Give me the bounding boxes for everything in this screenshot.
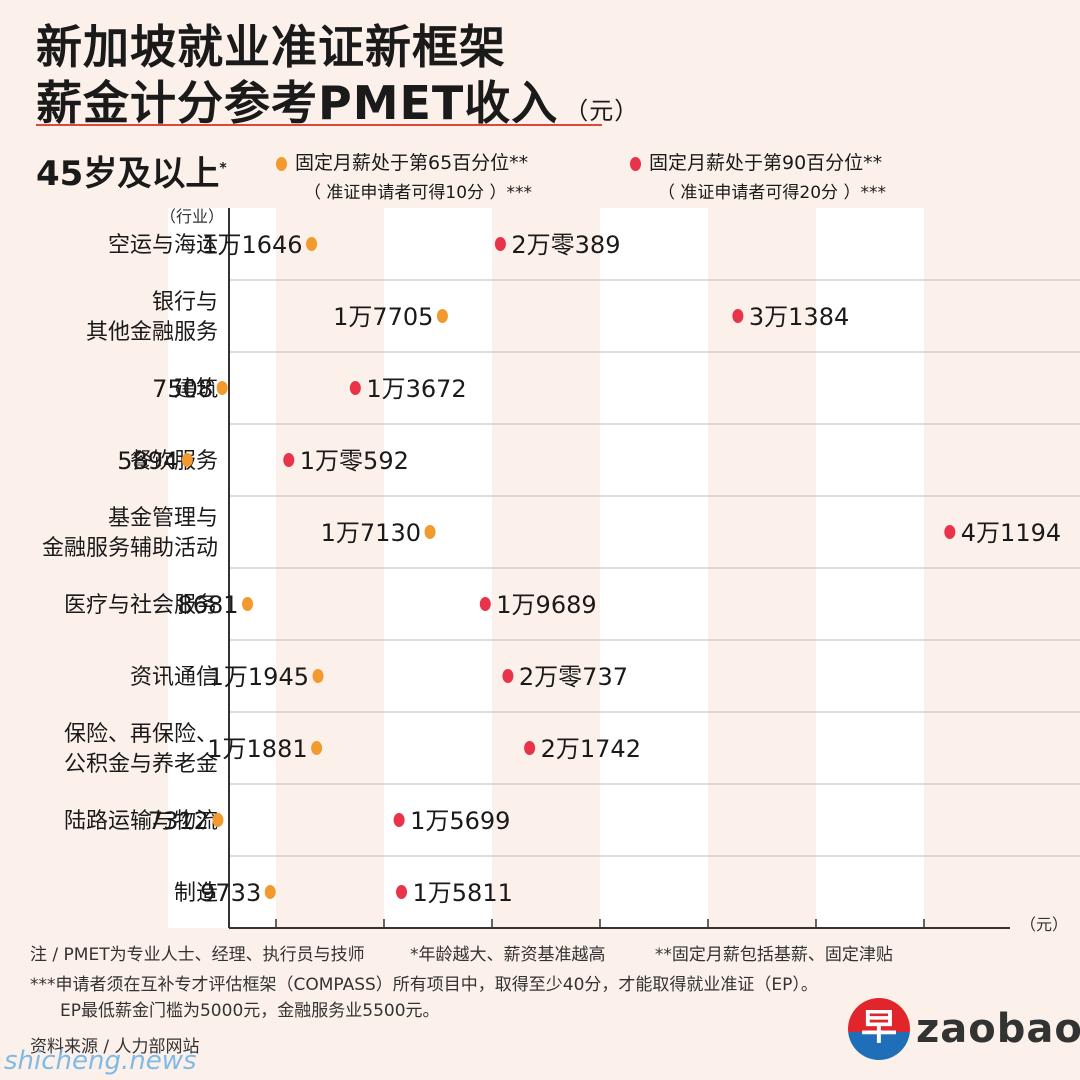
p65-dot-icon [276, 156, 287, 171]
category-label-line: 医疗与社会服务 [64, 593, 218, 618]
p65-point [212, 813, 224, 827]
age-group-label: 45岁及以上* [36, 146, 227, 195]
p65-point [181, 453, 193, 467]
category-label-line: 制造 [174, 881, 218, 906]
chart-title-line1: 新加坡就业准证新框架 [36, 20, 506, 74]
category-label-line: 资讯通信 [130, 665, 218, 690]
p65-point [216, 381, 228, 395]
zaobao-logo: 早 zaobaosg [848, 996, 1080, 1066]
legend-p65-label: 固定月薪处于第65百分位** [295, 152, 529, 174]
p90-point [479, 597, 491, 611]
category-label-line: 其他金融服务 [86, 320, 218, 345]
title-rule [36, 124, 602, 126]
p90-point [393, 813, 405, 827]
category-label-line: 银行与 [152, 290, 218, 315]
zaobao-mark-icon: 早 [848, 998, 910, 1060]
watermark: shicheng.news [4, 1046, 197, 1076]
category-label: 医疗与社会服务 [64, 593, 218, 618]
category-label-line: 公积金与养老金 [64, 752, 218, 777]
p65-value-label: 7312 [148, 807, 209, 835]
p65-point [312, 669, 324, 683]
category-label-line: 陆路运输与物流 [64, 809, 218, 834]
category-label: 空运与海运 [108, 233, 218, 258]
category-label-line: 金融服务辅助活动 [42, 536, 218, 561]
zaobao-word: zaobao [916, 1006, 1080, 1052]
p65-value-label: 1万1881 [207, 735, 307, 763]
p65-point [242, 597, 254, 611]
legend-p90-sub: （ 准证申请者可得20分 ）*** [658, 183, 886, 203]
x-axis-label: （元） [1020, 915, 1068, 934]
p65-value-label: 5894 [117, 447, 178, 475]
p90-point [732, 309, 744, 323]
p65-value-label: 1万7130 [321, 519, 421, 547]
p65-value-label: 1万7705 [333, 303, 433, 331]
p65-point [436, 309, 448, 323]
p90-point [524, 741, 536, 755]
note-compass: ***申请者须在互补专才评估框架（COMPASS）所有项目中，取得至少40分，才… [30, 975, 818, 995]
p90-value-label: 1万3672 [366, 375, 466, 403]
category-label: 建筑 [174, 377, 218, 402]
category-label: 陆路运输与物流 [64, 809, 218, 834]
p90-value-label: 1万9689 [496, 591, 596, 619]
title-unit: （元） [564, 97, 640, 125]
p65-point [424, 525, 436, 539]
p90-point [944, 525, 956, 539]
p65-value-label: 9733 [200, 879, 261, 907]
p90-value-label: 4万1194 [961, 519, 1061, 547]
category-label: 制造 [174, 881, 218, 906]
dumbbell-chart: 空运与海运银行与其他金融服务建筑餐饮服务基金管理与金融服务辅助活动医疗与社会服务… [42, 207, 1080, 934]
legend-p65: 固定月薪处于第65百分位** （ 准证申请者可得10分 ）*** [276, 148, 532, 208]
p90-value-label: 1万5811 [413, 879, 513, 907]
p90-point [396, 885, 408, 899]
p65-value-label: 1万1945 [209, 663, 309, 691]
legend-p65-sub: （ 准证申请者可得10分 ）*** [304, 183, 532, 203]
age-group-text: 45岁及以上 [36, 154, 220, 194]
category-label: 保险、再保险、公积金与养老金 [64, 722, 218, 777]
note-threshold: EP最低薪金门槛为5000元，金融服务业5500元。 [60, 1001, 440, 1021]
category-label-line: 保险、再保险、 [64, 722, 218, 747]
p65-point [264, 885, 276, 899]
p90-value-label: 2万零737 [519, 663, 628, 691]
note-age: *年龄越大、薪资基准越高 [410, 945, 606, 965]
p90-value-label: 2万1742 [541, 735, 641, 763]
category-label: 资讯通信 [130, 665, 218, 690]
p90-value-label: 2万零389 [511, 231, 620, 259]
p90-dot-icon [630, 156, 641, 171]
category-label-line: 空运与海运 [108, 233, 218, 258]
category-label: 基金管理与金融服务辅助活动 [42, 506, 218, 561]
p90-point [349, 381, 361, 395]
p90-value-label: 1万零592 [300, 447, 409, 475]
p65-point [306, 237, 318, 251]
category-label-line: 建筑 [174, 377, 218, 402]
p65-value-label: 7508 [152, 375, 213, 403]
p90-value-label: 3万1384 [749, 303, 849, 331]
notes-line1: 注 / PMET为专业人士、经理、执行员与技师 *年龄越大、薪资基准越高 **固… [30, 940, 893, 965]
p65-value-label: 8681 [177, 591, 238, 619]
chart-title-line2-text: 薪金计分参考PMET收入 [36, 76, 559, 130]
y-axis-label: （行业） [160, 207, 224, 226]
age-group-mark: * [219, 160, 227, 177]
category-label: 银行与其他金融服务 [86, 290, 218, 345]
zaobao-wordmark: zaobaosg [916, 1006, 1080, 1052]
p65-value-label: 1万1646 [202, 231, 302, 259]
p65-point [311, 741, 323, 755]
legend-p90-label: 固定月薪处于第90百分位** [649, 152, 883, 174]
note-salary: **固定月薪包括基薪、固定津贴 [654, 945, 893, 965]
legend-p90: 固定月薪处于第90百分位** （ 准证申请者可得20分 ）*** [630, 148, 886, 208]
source-note: 资料来源 / 人力部网站 [30, 1037, 200, 1057]
note-pmet: 注 / PMET为专业人士、经理、执行员与技师 [30, 945, 365, 965]
p90-value-label: 1万5699 [410, 807, 510, 835]
category-label-line: 基金管理与 [108, 506, 218, 531]
p90-point [502, 669, 514, 683]
p90-point [494, 237, 506, 251]
chart-title-line2: 薪金计分参考PMET收入 （元） [36, 80, 639, 126]
p90-point [283, 453, 295, 467]
